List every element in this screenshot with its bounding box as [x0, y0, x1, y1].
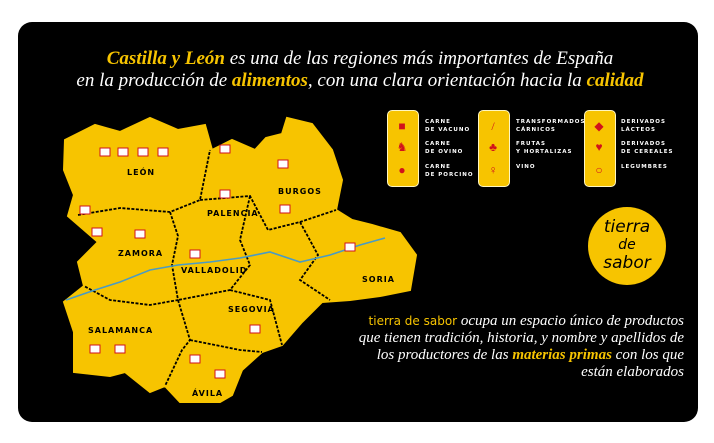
sausage-icon: / — [491, 119, 495, 133]
cow-icon — [189, 354, 201, 364]
pig-icon — [114, 344, 126, 354]
cow-icon — [79, 205, 91, 215]
province-label-valladolid: VALLADOLID — [181, 266, 247, 275]
legend-label: CARNE DE OVINO — [425, 141, 464, 155]
legend-label: LEGUMBRES — [621, 164, 668, 170]
beans-icon: ○ — [595, 163, 603, 177]
brand-wordmark: tierra de sabor — [368, 314, 458, 328]
province-label-avila: ÁVILA — [192, 387, 223, 398]
pig-icon — [249, 324, 261, 334]
cow-icon — [219, 144, 231, 154]
description-body: con los que están elaborados — [581, 347, 684, 380]
province-label-zamora: ZAMORA — [118, 249, 163, 258]
logo-text: sabor — [603, 253, 651, 273]
province-label-salamanca: SALAMANCA — [88, 326, 153, 335]
legend-label: VINO — [516, 164, 536, 170]
beans-icon — [157, 147, 169, 157]
province-borders — [77, 149, 337, 387]
logo-text: tierra — [603, 217, 651, 237]
region-outline — [62, 116, 418, 403]
cheese-icon: ◆ — [594, 119, 604, 133]
cow-icon — [89, 344, 101, 354]
description-body: ocupa un espacio único de productos que … — [358, 313, 684, 363]
sausage-icon — [137, 147, 149, 157]
grain-icon: ♥ — [595, 140, 603, 154]
province-label-segovia: SEGOVIA — [228, 305, 275, 314]
headline-text: , con una clara orientación hacia la — [307, 70, 587, 91]
product-icons — [79, 144, 356, 379]
province-label-leon: LEÓN — [127, 166, 155, 177]
sheep-icon — [279, 204, 291, 214]
cow-icon: ■ — [398, 119, 406, 133]
headline-text: es una de las regiones más importantes d… — [224, 48, 614, 69]
province-label-burgos: BURGOS — [278, 187, 322, 196]
sheep-icon: ♞ — [396, 140, 408, 154]
sheep-icon — [91, 227, 103, 237]
legend-label: CARNE DE VACUNO — [425, 119, 471, 133]
legend-label: CARNE DE PORCINO — [425, 164, 474, 178]
cherry-icon: ♣ — [489, 140, 497, 154]
duero-river — [65, 237, 386, 301]
cheese-icon — [134, 229, 146, 239]
legend-label: DERIVADOS DE CEREALES — [621, 141, 674, 155]
legend-label: TRANSFORMADOS CÁRNICOS — [516, 119, 586, 133]
beans-icon — [214, 369, 226, 379]
grain-icon — [219, 189, 231, 199]
legend-label: DERIVADOS LÁCTEOS — [621, 119, 666, 133]
headline-text: en la producción de — [76, 70, 232, 91]
headline: Castilla y León es una de las regiones m… — [30, 48, 690, 92]
legend-box-meat — [387, 110, 419, 187]
description-highlight: materias primas — [512, 347, 612, 363]
legend-box-derivatives — [584, 110, 616, 187]
headline-highlight: Castilla y León — [106, 48, 225, 69]
province-label-palencia: PALENCIA — [207, 209, 259, 218]
wine-icon — [117, 147, 129, 157]
province-label-soria: SORIA — [362, 275, 395, 284]
legend-label: FRUTAS Y HORTALIZAS — [516, 141, 573, 155]
cheese-icon — [99, 147, 111, 157]
headline-highlight: calidad — [586, 70, 644, 91]
cow-icon — [277, 159, 289, 169]
headline-highlight: alimentos — [231, 70, 308, 91]
wine-icon — [189, 249, 201, 259]
legend-box-products — [478, 110, 510, 187]
wine-icon: ♀ — [488, 163, 498, 177]
tierra-de-sabor-logo: tierra de sabor — [588, 207, 666, 285]
description-text: tierra de sabor ocupa un espacio único d… — [344, 313, 684, 381]
pig-icon: ● — [398, 163, 406, 177]
sheep-icon — [344, 242, 356, 252]
logo-text: de — [618, 237, 636, 253]
